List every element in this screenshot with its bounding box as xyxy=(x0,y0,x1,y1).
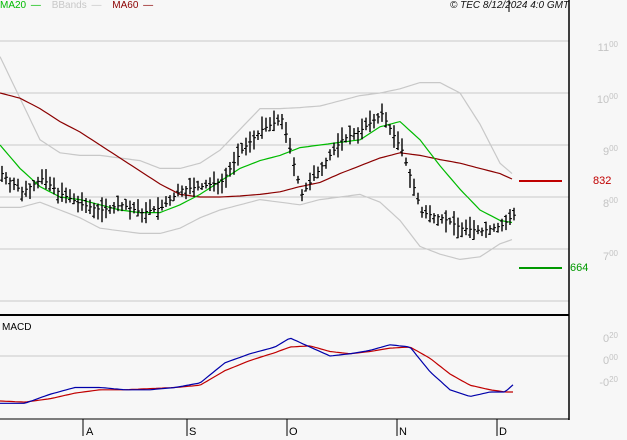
copyright-timestamp: © TEC 8/12/2024 4:0 GMT xyxy=(450,0,570,11)
price-label-11: 1100 xyxy=(597,40,618,54)
bollinger-bands xyxy=(0,56,513,261)
macd-label-0.20: 020 xyxy=(602,331,618,345)
ohlc-bars xyxy=(0,103,516,240)
x-label-oct: O xyxy=(289,426,298,438)
macd-label-0.00: 000 xyxy=(602,353,618,367)
ma60-line xyxy=(0,92,513,198)
price-label-9: 900 xyxy=(602,144,618,158)
macd-panel-title: MACD xyxy=(2,322,32,333)
price-label-8: 800 xyxy=(602,196,618,210)
price-gridlines xyxy=(0,40,569,302)
price-label-10: 1000 xyxy=(596,92,618,106)
marker-664-label: 664 xyxy=(570,262,589,274)
legend-ma60: MA60 — xyxy=(112,0,154,11)
x-label-sep: S xyxy=(189,426,197,438)
x-label-dec: D xyxy=(499,426,507,438)
legend-ma20: MA20 — xyxy=(0,0,41,11)
x-axis-ticks xyxy=(82,419,498,436)
macd-label-neg0.20: -020 xyxy=(599,375,618,389)
legend: MA20 — BBands — MA60 — xyxy=(0,0,155,12)
x-label-aug: A xyxy=(86,426,94,438)
price-label-7: 700 xyxy=(602,249,618,263)
legend-bbands: BBands — xyxy=(51,0,102,11)
ma20-line xyxy=(0,120,513,224)
macd-lines xyxy=(0,337,514,404)
marker-832-label: 832 xyxy=(593,175,612,187)
x-label-nov: N xyxy=(399,426,407,438)
